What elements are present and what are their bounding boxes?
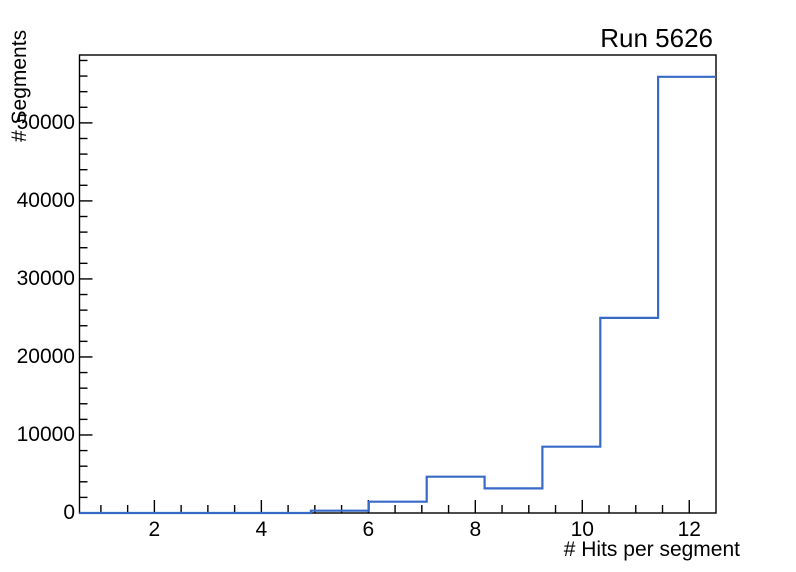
plot-frame bbox=[78, 54, 717, 514]
plot-title: Run 5626 bbox=[600, 23, 713, 53]
y-tick-label: 30000 bbox=[17, 267, 75, 290]
histogram-line bbox=[79, 75, 716, 515]
y-tick-label: 0 bbox=[63, 501, 75, 524]
x-tick-label: 12 bbox=[678, 518, 701, 541]
x-tick-label: 8 bbox=[469, 518, 481, 541]
y-tick-label: 20000 bbox=[17, 345, 75, 368]
x-tick-label: 6 bbox=[362, 518, 374, 541]
y-tick-label: 50000 bbox=[17, 111, 75, 134]
x-tick-label: 10 bbox=[571, 518, 594, 541]
y-axis-title: # Segments bbox=[8, 30, 31, 142]
x-axis-title: # Hits per segment bbox=[564, 538, 740, 561]
x-tick-label: 4 bbox=[256, 518, 268, 541]
axis-ticks: 2 4 6 8 10 12 0 10000 20000 30000 40000 50000 bbox=[17, 59, 701, 541]
x-tick-label: 2 bbox=[149, 518, 161, 541]
y-tick-label: 40000 bbox=[17, 189, 75, 212]
y-tick-label: 10000 bbox=[17, 423, 75, 446]
